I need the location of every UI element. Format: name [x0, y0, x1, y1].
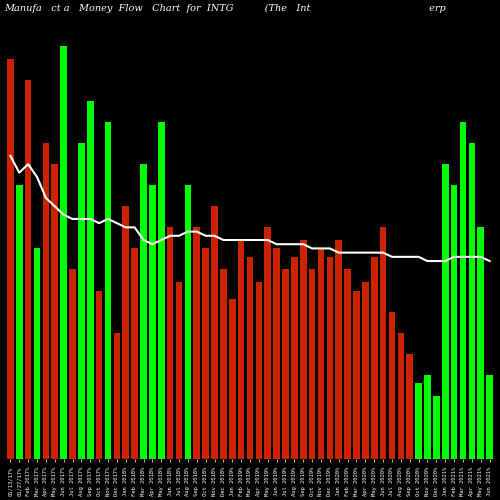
Bar [398, 332, 404, 459]
Bar [256, 282, 262, 459]
Bar [468, 143, 475, 459]
Bar [353, 290, 360, 459]
Bar [362, 282, 368, 459]
Bar [424, 374, 431, 459]
Bar [87, 101, 94, 459]
Bar [60, 46, 67, 459]
Bar [238, 240, 244, 459]
Bar [25, 80, 32, 459]
Bar [220, 270, 226, 459]
Bar [318, 248, 324, 459]
Bar [42, 143, 49, 459]
Bar [406, 354, 413, 459]
Bar [229, 299, 235, 459]
Bar [16, 186, 22, 459]
Bar [194, 228, 200, 459]
Bar [184, 186, 191, 459]
Bar [388, 312, 396, 459]
Text: Manufa   ct a   Money  Flow   Chart  for  INTG          (The   Int              : Manufa ct a Money Flow Chart for INTG (T… [4, 4, 446, 14]
Bar [34, 248, 40, 459]
Bar [416, 383, 422, 459]
Bar [149, 186, 156, 459]
Bar [433, 396, 440, 459]
Bar [326, 257, 333, 459]
Bar [114, 332, 120, 459]
Bar [371, 257, 378, 459]
Bar [7, 59, 14, 459]
Bar [52, 164, 58, 459]
Bar [104, 122, 112, 459]
Bar [442, 164, 448, 459]
Bar [451, 186, 458, 459]
Bar [96, 290, 102, 459]
Bar [78, 143, 84, 459]
Bar [211, 206, 218, 459]
Bar [282, 270, 289, 459]
Bar [158, 122, 164, 459]
Bar [122, 206, 129, 459]
Bar [336, 240, 342, 459]
Bar [167, 228, 173, 459]
Bar [344, 270, 351, 459]
Bar [69, 270, 76, 459]
Bar [140, 164, 147, 459]
Bar [478, 228, 484, 459]
Bar [274, 248, 280, 459]
Bar [300, 240, 306, 459]
Bar [380, 228, 386, 459]
Bar [246, 257, 254, 459]
Bar [176, 282, 182, 459]
Bar [309, 270, 316, 459]
Bar [202, 248, 209, 459]
Bar [291, 257, 298, 459]
Bar [132, 248, 138, 459]
Bar [460, 122, 466, 459]
Bar [264, 228, 271, 459]
Bar [486, 374, 493, 459]
